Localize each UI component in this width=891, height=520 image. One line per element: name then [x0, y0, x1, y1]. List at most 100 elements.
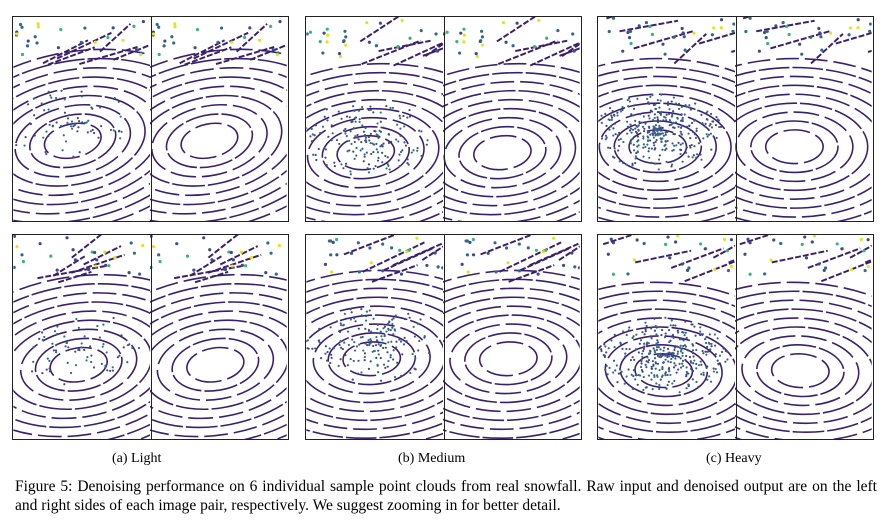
snow-noise-point — [613, 122, 617, 125]
object-point — [195, 27, 200, 32]
snow-noise-point — [660, 333, 663, 337]
snow-noise-point — [726, 358, 729, 361]
snow-noise-point — [650, 365, 653, 369]
snow-noise-point — [631, 336, 634, 339]
snow-noise-point — [359, 336, 363, 339]
object-point — [266, 241, 270, 245]
snow-noise-point — [342, 129, 346, 132]
ground-ring — [321, 125, 410, 180]
object-point — [868, 29, 872, 33]
snow-noise-point — [681, 142, 684, 145]
snow-noise-point — [689, 128, 692, 132]
snow-noise-point — [670, 354, 674, 358]
object-point — [274, 272, 278, 276]
ground-ring — [598, 299, 736, 439]
snow-noise-point — [688, 144, 691, 147]
snow-noise-point — [47, 108, 50, 111]
ground-ring — [327, 332, 417, 386]
ground-ring — [306, 116, 425, 189]
snow-noise-point — [704, 125, 707, 128]
snow-noise-point — [83, 121, 87, 124]
snow-noise-point — [710, 126, 714, 129]
snow-noise-point — [713, 333, 716, 336]
object-point — [113, 255, 117, 260]
snow-noise-point — [43, 109, 46, 112]
snow-noise-point — [408, 115, 412, 118]
object-point — [632, 258, 637, 262]
snow-noise-point — [626, 120, 629, 123]
snow-noise-point — [695, 153, 699, 156]
snow-noise-point — [349, 308, 352, 311]
snow-noise-point — [355, 154, 358, 157]
snow-noise-point — [617, 149, 620, 152]
snow-noise-point — [627, 368, 630, 371]
snow-noise-point — [409, 371, 412, 375]
object-point — [264, 271, 268, 275]
snow-noise-point — [369, 360, 372, 363]
snow-noise-point — [641, 331, 644, 334]
object-point — [240, 263, 244, 267]
snow-noise-point — [635, 333, 638, 336]
snow-noise-point — [634, 119, 637, 122]
snow-noise-point — [63, 383, 66, 386]
snow-noise-point — [648, 156, 651, 159]
snow-noise-point — [702, 352, 705, 355]
snow-noise-point — [671, 142, 674, 145]
snow-noise-point — [392, 317, 395, 320]
snow-noise-point — [78, 151, 81, 154]
structure-line — [184, 46, 232, 66]
snow-noise-point — [640, 362, 643, 365]
snow-noise-point — [655, 129, 659, 132]
ground-ring — [735, 317, 872, 425]
snow-noise-point — [636, 97, 639, 100]
snow-noise-point — [120, 334, 123, 337]
snow-noise-point — [669, 373, 672, 376]
snow-noise-point — [701, 122, 704, 125]
snow-noise-point — [639, 113, 642, 116]
snow-noise-point — [636, 383, 639, 386]
object-point — [193, 46, 197, 50]
snow-noise-point — [346, 330, 350, 333]
snow-noise-point — [80, 95, 84, 98]
snow-noise-point — [56, 332, 59, 336]
snow-noise-point — [104, 366, 107, 369]
snow-noise-point — [705, 133, 708, 136]
snow-noise-point — [646, 341, 649, 344]
snow-noise-point — [631, 162, 634, 165]
object-point — [36, 25, 40, 29]
snow-noise-point — [417, 349, 420, 352]
snow-noise-point — [676, 329, 679, 332]
snow-noise-point — [335, 139, 339, 142]
snow-noise-point — [382, 363, 386, 366]
snow-noise-point — [666, 347, 670, 350]
snow-noise-point — [667, 328, 671, 332]
snow-noise-point — [657, 132, 660, 135]
snow-noise-point — [70, 120, 74, 123]
snow-noise-point — [306, 339, 309, 342]
structure-line — [728, 258, 736, 264]
snow-noise-point — [344, 132, 347, 135]
snow-noise-point — [673, 379, 676, 383]
structure-line — [835, 31, 872, 45]
snow-noise-point — [102, 323, 105, 326]
point-cloud-pair-heavy-bottom — [597, 234, 874, 440]
object-point — [840, 247, 844, 251]
object-point — [466, 270, 470, 274]
snow-noise-point — [361, 105, 364, 109]
snow-noise-point — [387, 359, 390, 363]
object-point — [666, 235, 670, 239]
object-point — [396, 45, 400, 49]
snow-noise-point — [310, 127, 313, 130]
snow-noise-point — [665, 113, 668, 116]
snow-noise-point — [70, 127, 74, 130]
snow-noise-point — [340, 324, 343, 327]
snow-noise-point — [672, 324, 675, 327]
snow-noise-point — [632, 387, 635, 391]
snow-noise-point — [634, 157, 637, 160]
snow-noise-point — [617, 372, 621, 375]
ground-ring — [13, 85, 151, 197]
snow-noise-point — [51, 342, 54, 345]
snow-noise-point — [650, 367, 654, 370]
snow-noise-point — [76, 130, 79, 133]
object-point — [544, 248, 548, 252]
